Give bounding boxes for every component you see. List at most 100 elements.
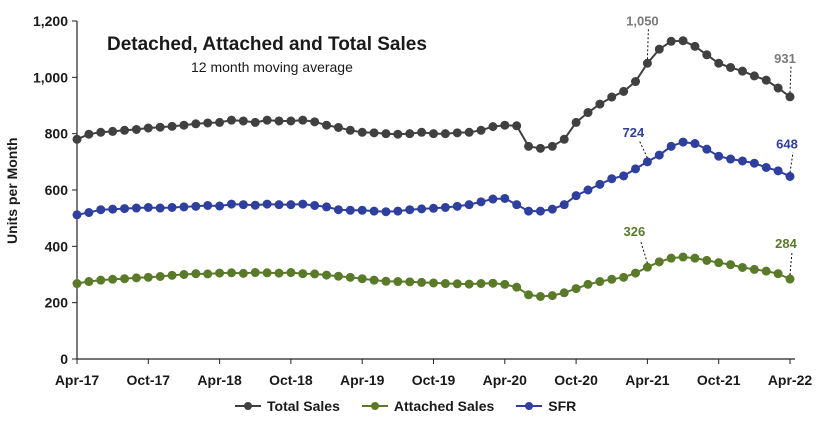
data-label: 326 [624, 224, 646, 239]
data-point [559, 288, 569, 298]
data-point [179, 120, 189, 130]
data-point [702, 144, 712, 154]
data-point [191, 119, 201, 129]
data-point [310, 117, 320, 127]
data-point [678, 252, 688, 262]
data-point [535, 291, 545, 301]
data-point [298, 199, 308, 209]
legend-swatch-total [235, 402, 261, 410]
annotation-leader [639, 240, 648, 264]
data-label: 931 [774, 51, 796, 66]
data-point [440, 202, 450, 212]
data-point [96, 127, 106, 137]
legend-item-sfr: SFR [516, 398, 576, 414]
data-label: 284 [775, 236, 797, 251]
data-point [488, 194, 498, 204]
annotation-leader [638, 140, 648, 159]
legend-swatch-attached [361, 402, 388, 410]
legend-item-attached: Attached Sales [361, 398, 494, 414]
data-point [678, 137, 688, 147]
data-point [761, 162, 771, 172]
data-point [167, 121, 177, 131]
data-point [322, 270, 332, 280]
data-point [215, 201, 225, 211]
data-point [155, 271, 165, 281]
annotation-leader [646, 29, 649, 60]
y-tick-label: 600 [45, 182, 69, 198]
data-point [108, 126, 118, 136]
data-point [428, 203, 438, 213]
data-label: 1,050 [626, 13, 659, 28]
data-point [559, 200, 569, 210]
data-point [262, 268, 272, 278]
data-point [120, 204, 130, 214]
data-point [524, 206, 534, 216]
data-point [143, 272, 153, 282]
data-point [428, 278, 438, 288]
annotation-leader [789, 251, 793, 276]
legend-label-total: Total Sales [267, 398, 340, 414]
data-point [72, 279, 82, 289]
data-point [524, 290, 534, 300]
data-point [488, 278, 498, 288]
data-point [155, 203, 165, 213]
chart-title: Detached, Attached and Total Sales [107, 34, 427, 55]
data-point [381, 207, 391, 217]
x-tick-label: Oct-21 [697, 372, 741, 388]
data-point [238, 116, 248, 126]
data-point [179, 269, 189, 279]
data-point [381, 276, 391, 286]
data-point [298, 115, 308, 125]
data-point [595, 179, 605, 189]
data-point [571, 117, 581, 127]
data-point [619, 171, 629, 181]
data-point [393, 277, 403, 287]
data-point [286, 200, 296, 210]
data-point [559, 134, 569, 144]
chart-legend: Total Sales Attached Sales SFR [235, 396, 576, 416]
data-point [583, 108, 593, 118]
data-point [631, 268, 641, 278]
data-point [619, 272, 629, 282]
data-point [167, 270, 177, 280]
data-point [452, 279, 462, 289]
data-point [654, 257, 664, 267]
data-point [215, 117, 225, 127]
data-point [417, 127, 427, 137]
data-point [96, 275, 106, 285]
data-point [547, 291, 557, 301]
x-tick-label: Oct-19 [412, 372, 456, 388]
data-point [595, 99, 605, 109]
data-point [322, 202, 332, 212]
data-point [393, 129, 403, 139]
data-point [357, 127, 367, 137]
y-tick-label: 1,200 [33, 13, 68, 29]
data-point [773, 166, 783, 176]
data-point [226, 268, 236, 278]
data-point [226, 115, 236, 125]
data-point [310, 200, 320, 210]
data-point [203, 269, 213, 279]
data-point [96, 205, 106, 215]
data-point [357, 205, 367, 215]
data-point [155, 122, 165, 132]
data-point [726, 260, 736, 270]
data-point [512, 282, 522, 292]
data-point [690, 41, 700, 51]
x-tick-label: Oct-20 [554, 372, 598, 388]
data-point [476, 279, 486, 289]
data-point [500, 193, 510, 203]
data-point [500, 120, 510, 130]
data-point [690, 139, 700, 149]
data-point [666, 36, 676, 46]
data-point [203, 118, 213, 128]
data-point [250, 268, 260, 278]
y-tick-label: 200 [45, 295, 69, 311]
data-point [666, 253, 676, 263]
data-point [702, 255, 712, 265]
data-label: 648 [776, 136, 798, 151]
data-point [238, 200, 248, 210]
data-point [250, 117, 260, 127]
x-tick-label: Apr-19 [340, 372, 385, 388]
y-tick-label: 1,000 [33, 69, 68, 85]
